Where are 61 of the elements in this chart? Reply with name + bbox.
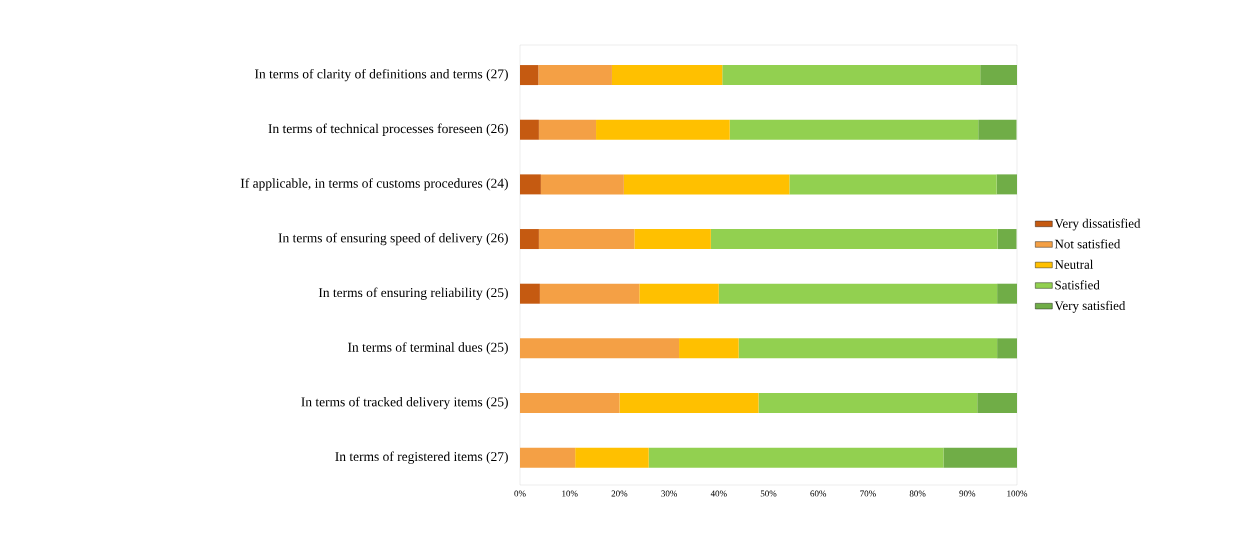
bar	[718, 283, 998, 304]
x-tick-label: 40%	[710, 490, 727, 497]
bar	[639, 283, 719, 304]
bar	[996, 174, 1018, 195]
x-tick-label: 0%	[514, 490, 526, 497]
y-tick-label: In terms of ensuring speed of delivery (26)	[278, 232, 508, 246]
bar	[520, 283, 540, 304]
bar	[520, 447, 576, 468]
bar	[758, 393, 978, 414]
x-tick-label: 80%	[909, 490, 926, 497]
x-tick-label: 50%	[760, 490, 777, 497]
y-tick-label: In terms of terminal dues (25)	[347, 342, 508, 355]
bar	[997, 229, 1017, 250]
x-tick-label: 100%	[1007, 490, 1028, 497]
bar	[997, 338, 1018, 359]
bar	[540, 174, 624, 195]
bar	[729, 119, 979, 140]
bar	[648, 447, 944, 468]
bar	[520, 338, 680, 359]
legend-label: Not satisfied	[1054, 239, 1121, 249]
x-tick-label: 30%	[661, 490, 678, 497]
x-tick-label: 10%	[562, 490, 578, 497]
legend-label: Very satisfied	[1054, 300, 1126, 313]
bar	[722, 65, 981, 86]
bar	[538, 65, 612, 86]
y-tick-label: In terms of clarity of definitions and terms (27)	[254, 68, 508, 82]
bar	[977, 393, 1018, 414]
bar	[596, 119, 730, 140]
y-tick-label: In terms of tracked delivery items (25)	[301, 396, 508, 410]
bar	[520, 393, 620, 414]
x-tick-label: 20%	[611, 490, 628, 497]
bar	[575, 447, 649, 468]
bar	[710, 229, 998, 250]
bar	[538, 119, 597, 140]
bar	[538, 229, 635, 250]
bar	[520, 174, 541, 195]
bar	[539, 283, 640, 304]
legend-label: Neutral	[1054, 259, 1094, 269]
x-tick-label: 70%	[860, 490, 876, 497]
bar	[997, 283, 1018, 304]
x-tick-label: 90%	[959, 490, 976, 497]
bar	[738, 338, 998, 359]
y-tick-label: If applicable, in terms of customs procedures (24)	[240, 178, 508, 191]
legend-label: Very dissatisfied	[1054, 218, 1141, 231]
y-tick-label: In terms of registered items (27)	[335, 451, 508, 464]
legend-label: Satisfied	[1055, 280, 1100, 290]
bar	[679, 338, 739, 359]
bar	[634, 229, 711, 250]
bar	[619, 393, 759, 414]
bar	[611, 65, 723, 86]
bar	[980, 65, 1018, 86]
bar	[520, 229, 539, 250]
x-tick-label: 60%	[810, 490, 827, 497]
bar	[623, 174, 790, 195]
bar	[789, 174, 997, 195]
bar	[520, 65, 539, 86]
bar	[943, 447, 1018, 468]
bar	[978, 119, 1017, 140]
y-tick-label: In terms of ensuring reliability (25)	[318, 287, 508, 300]
y-tick-label: In terms of technical processes foreseen (26)	[268, 123, 508, 136]
bar	[520, 119, 539, 140]
